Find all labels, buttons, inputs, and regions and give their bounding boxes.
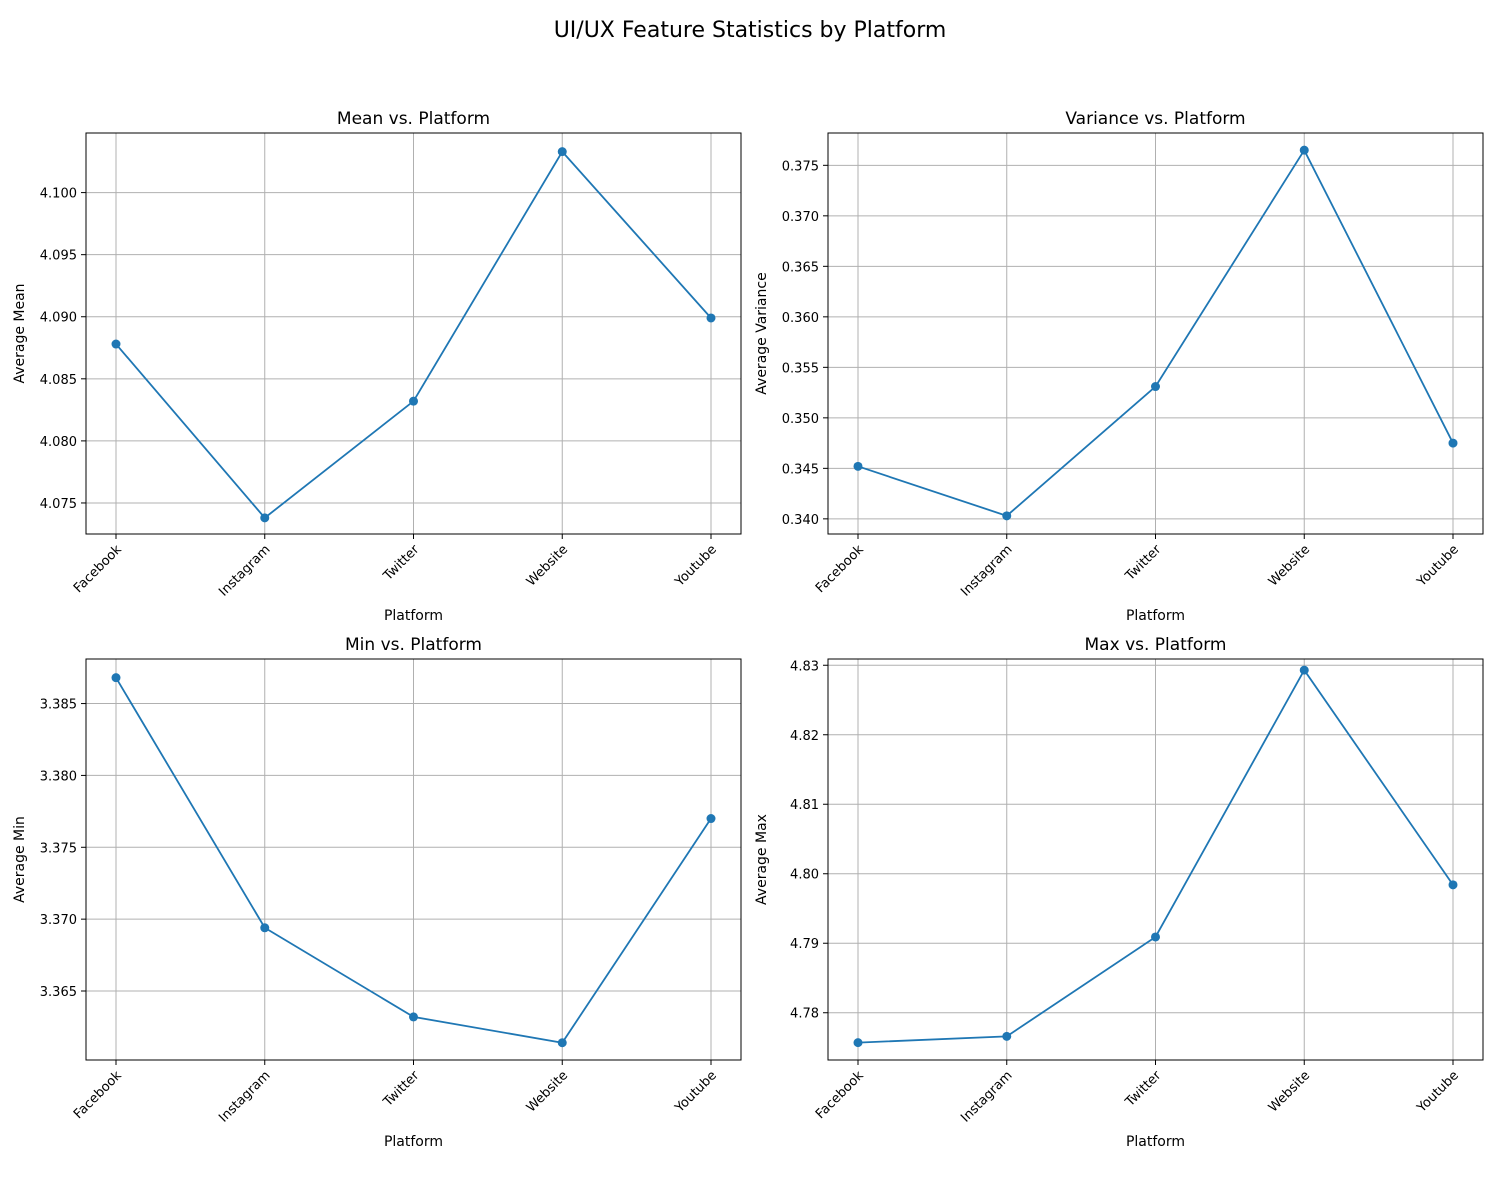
y-tick-label: 4.095 — [40, 249, 77, 264]
axes-frame — [85, 658, 742, 1061]
y-tick-label: 0.350 — [782, 412, 819, 427]
y-tick-label: 4.085 — [40, 373, 77, 388]
y-axis-label: Average Variance — [754, 272, 770, 394]
y-tick-label: 4.075 — [40, 497, 77, 512]
axes-frame — [827, 132, 1484, 535]
y-tick-label: 4.78 — [790, 1007, 819, 1022]
data-point-facebook — [111, 339, 121, 349]
data-point-facebook — [853, 1038, 863, 1048]
y-tick-label: 4.82 — [790, 729, 819, 744]
y-axis-label: Average Mean — [12, 283, 28, 383]
y-tick-label: 3.365 — [40, 985, 77, 1000]
data-point-youtube — [1448, 438, 1458, 448]
data-point-instagram — [1002, 1031, 1012, 1041]
chart-panel: 3.365 3.370 3.375 3.380 3.385 Facebook Instagr… — [12, 635, 742, 1150]
data-point-website — [1299, 145, 1309, 155]
x-tick-label: Facebook — [813, 542, 867, 596]
chart-title: Max vs. Platform — [1085, 635, 1227, 655]
y-axis-label: Average Max — [754, 814, 770, 905]
x-tick-label: Twitter — [380, 1068, 423, 1111]
y-tick-label: 0.355 — [782, 361, 819, 376]
y-tick-label: 4.79 — [790, 937, 819, 952]
chart-title: Variance vs. Platform — [1065, 109, 1245, 129]
y-tick-label: 0.365 — [782, 260, 819, 275]
data-point-youtube — [1448, 880, 1458, 890]
x-tick-label: Instagram — [216, 542, 273, 599]
y-tick-label: 3.375 — [40, 841, 77, 856]
y-tick-label: 3.380 — [40, 769, 77, 784]
data-point-facebook — [111, 673, 121, 683]
x-axis-label: Platform — [384, 1134, 443, 1150]
data-point-youtube — [706, 814, 716, 824]
x-tick-label: Facebook — [71, 1068, 125, 1122]
y-tick-label: 4.090 — [40, 311, 77, 326]
data-point-website — [557, 147, 567, 157]
x-tick-label: Instagram — [216, 1068, 273, 1125]
axes-frame — [827, 658, 1484, 1061]
data-point-twitter — [1151, 932, 1160, 942]
y-tick-label: 3.385 — [40, 698, 77, 713]
x-tick-label: Facebook — [813, 1068, 867, 1122]
x-tick-label: Twitter — [380, 542, 423, 585]
y-tick-label: 3.370 — [40, 913, 77, 928]
x-tick-label: Instagram — [958, 1068, 1015, 1125]
data-point-facebook — [853, 461, 863, 471]
x-tick-label: Twitter — [1122, 542, 1165, 585]
x-tick-label: Facebook — [71, 542, 125, 596]
data-point-website — [557, 1038, 567, 1048]
chart-title: Min vs. Platform — [345, 635, 482, 655]
x-tick-label: Website — [524, 542, 571, 589]
chart-panel: 0.340 0.345 0.350 0.355 0.360 0.365 0.370 0.375… — [754, 109, 1484, 624]
x-axis-label: Platform — [1126, 608, 1185, 624]
x-tick-label: Youtube — [1414, 542, 1462, 590]
data-point-twitter — [409, 1012, 418, 1022]
y-tick-label: 4.80 — [790, 868, 819, 883]
data-point-twitter — [409, 396, 418, 406]
x-tick-label: Youtube — [672, 542, 720, 590]
y-tick-label: 0.360 — [782, 311, 819, 326]
data-point-instagram — [260, 513, 270, 523]
y-tick-label: 4.81 — [790, 798, 819, 813]
y-tick-label: 0.375 — [782, 159, 819, 174]
chart-panel: 4.78 4.79 4.80 4.81 4.82 4.83 Facebook Instagra… — [754, 635, 1484, 1150]
y-tick-label: 0.370 — [782, 210, 819, 225]
x-tick-label: Website — [1266, 1068, 1313, 1115]
chart-title: Mean vs. Platform — [337, 109, 490, 129]
x-tick-label: Twitter — [1122, 1068, 1165, 1111]
y-tick-label: 0.345 — [782, 462, 819, 477]
y-tick-label: 4.83 — [790, 659, 819, 674]
chart-panel: 4.075 4.080 4.085 4.090 4.095 4.100 Facebook In… — [12, 109, 742, 624]
x-tick-label: Youtube — [1414, 1068, 1462, 1116]
axes-frame — [85, 132, 742, 535]
data-point-instagram — [1002, 511, 1012, 521]
y-tick-label: 0.340 — [782, 513, 819, 528]
x-tick-label: Instagram — [958, 542, 1015, 599]
x-tick-label: Website — [524, 1068, 571, 1115]
x-axis-label: Platform — [1126, 1134, 1185, 1150]
data-point-instagram — [260, 923, 270, 933]
y-tick-label: 4.100 — [40, 187, 77, 202]
x-axis-label: Platform — [384, 608, 443, 624]
data-point-youtube — [706, 313, 716, 323]
data-point-twitter — [1151, 382, 1160, 392]
x-tick-label: Website — [1266, 542, 1313, 589]
x-tick-label: Youtube — [672, 1068, 720, 1116]
data-point-website — [1299, 665, 1309, 675]
figure-title: UI/UX Feature Statistics by Platform — [553, 18, 947, 43]
y-axis-label: Average Min — [12, 816, 28, 903]
y-tick-label: 4.080 — [40, 435, 77, 450]
